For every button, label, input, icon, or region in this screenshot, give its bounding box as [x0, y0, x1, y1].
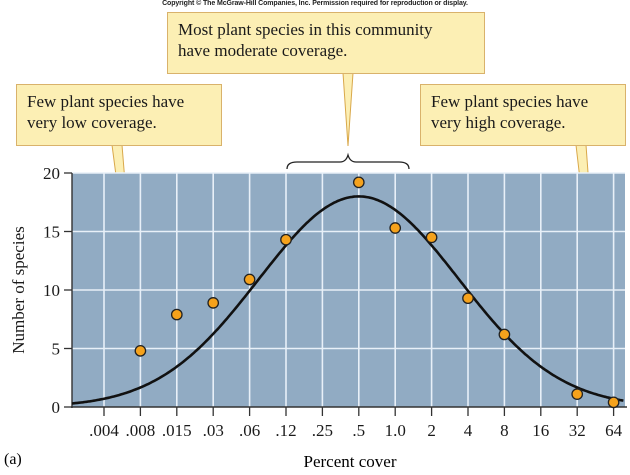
- data-point: [352, 176, 365, 189]
- x-tick-label: .015: [162, 421, 192, 440]
- x-tick-label: 2: [427, 421, 436, 440]
- x-tick-label: .004: [89, 421, 119, 440]
- data-point: [207, 297, 220, 309]
- data-point: [280, 233, 292, 246]
- data-points: [134, 176, 620, 409]
- x-tick-label: 4: [464, 421, 473, 440]
- x-tick-label: .008: [126, 421, 156, 440]
- panel-label: (a): [4, 451, 22, 468]
- y-axis-label: Number of species: [9, 226, 28, 353]
- data-point: [425, 231, 438, 244]
- callout-low-coverage: Few plant species have very low coverage…: [16, 84, 222, 146]
- x-tick-label: .12: [275, 421, 296, 440]
- y-tick-label: 0: [52, 398, 61, 417]
- data-point: [607, 396, 620, 409]
- moderate-coverage-brace: [286, 152, 410, 170]
- y-tick-label: 10: [43, 281, 60, 300]
- data-point: [389, 222, 402, 234]
- x-tick-label: .03: [203, 421, 224, 440]
- pointer-moderate-coverage: [342, 72, 354, 147]
- x-tick-label: 64: [605, 421, 623, 440]
- x-ticks: .004 .008 .015 .03 .06 .12 .25 .5 1.0 2 4 8 16 32 64: [89, 407, 623, 440]
- x-tick-label: .5: [352, 421, 365, 440]
- data-point: [243, 273, 256, 286]
- grid-lines: [72, 172, 625, 407]
- copyright-notice: Copyright © The McGraw-Hill Companies, I…: [162, 0, 468, 7]
- data-point: [170, 308, 183, 321]
- x-tick-label: 1.0: [385, 421, 406, 440]
- callout-moderate-coverage: Most plant species in this community hav…: [167, 12, 485, 74]
- x-axis-label: Percent cover: [303, 452, 397, 471]
- data-point: [462, 292, 474, 305]
- data-point: [134, 344, 147, 357]
- x-tick-label: 32: [569, 421, 586, 440]
- y-tick-label: 5: [52, 340, 61, 359]
- callout-high-coverage: Few plant species have very high coverag…: [420, 84, 626, 146]
- data-point: [571, 388, 584, 400]
- fit-curve: [71, 195, 624, 405]
- data-point: [498, 328, 511, 341]
- x-tick-label: .25: [312, 421, 333, 440]
- y-ticks: 0 5 10 15 20: [43, 164, 72, 417]
- y-tick-label: 15: [43, 223, 60, 242]
- y-tick-label: 20: [43, 164, 60, 183]
- x-tick-label: 16: [532, 421, 549, 440]
- x-tick-label: 8: [500, 421, 509, 440]
- x-tick-label: .06: [239, 421, 260, 440]
